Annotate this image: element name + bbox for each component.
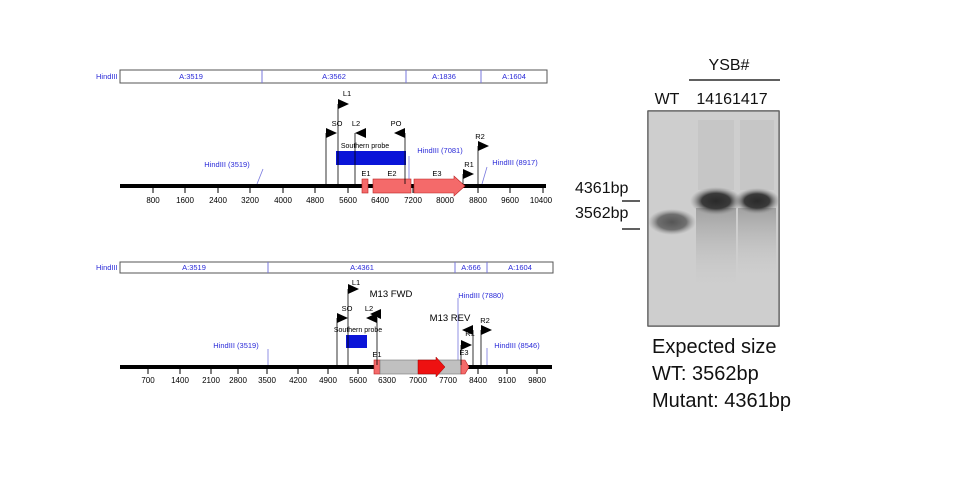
probe-label: Southern probe: [334, 327, 382, 334]
tick-label: 10400: [530, 196, 553, 205]
tick-label: 2400: [209, 196, 227, 205]
tick-label: 8400: [469, 376, 487, 385]
tick-label: 5600: [349, 376, 367, 385]
exon-e2: [372, 178, 412, 194]
tick-label: 9800: [528, 376, 546, 385]
tick-label: 6300: [378, 376, 396, 385]
tick-label: 3200: [241, 196, 259, 205]
tick-label: 7700: [439, 376, 457, 385]
hindiii-site-label: HindIII (7880): [458, 291, 504, 300]
exon-label: E2: [387, 169, 396, 178]
tick-label: 8800: [469, 196, 487, 205]
blot-group-label: YSB#: [709, 57, 750, 74]
marker-gene-arrow: [417, 356, 446, 378]
primer-label: R2: [475, 132, 485, 141]
band-mutant-1417: [734, 188, 780, 214]
tick-label: 9600: [501, 196, 519, 205]
tick-label: 9100: [498, 376, 516, 385]
southern-probe-box: [346, 335, 367, 348]
primer-label: M13 REV: [430, 313, 471, 324]
fragment-label: A:3519: [179, 72, 203, 81]
hindiii-site-label: HindIII (8917): [492, 158, 538, 167]
fragment-site-label: HindIII: [96, 263, 118, 272]
southern-probe-box: [336, 151, 406, 165]
fragment-bar: [119, 69, 548, 84]
tick-label: 4200: [289, 376, 307, 385]
primer-label: R1: [464, 160, 474, 169]
fragment-site-label: HindIII: [96, 72, 118, 81]
fragment-label: A:1604: [508, 263, 532, 272]
primer-label: R2: [480, 316, 490, 325]
exon-e3-arrow: [413, 175, 466, 197]
exon-label: E3: [432, 169, 441, 178]
primer-label: L1: [343, 89, 351, 98]
band-wt-3562: [648, 209, 696, 235]
tick-label: 3500: [258, 376, 276, 385]
expected-title: Expected size: [652, 336, 777, 358]
expected-mutant: Mutant: 4361bp: [652, 390, 791, 412]
exon-e3: [460, 359, 470, 375]
hindiii-site-label: HindIII (8546): [494, 341, 540, 350]
primer-label: SO: [342, 304, 353, 313]
fragment-bar: [119, 261, 554, 274]
hindiii-site-label: HindIII (3519): [213, 341, 259, 350]
expected-size-note: Expected size WT: 3562bp Mutant: 4361bp: [652, 334, 791, 415]
tick-label: 800: [146, 196, 160, 205]
tick-label: 4000: [274, 196, 292, 205]
hindiii-site-label: HindIII (7081): [417, 146, 463, 155]
fragment-label: A:1604: [502, 72, 526, 81]
fragment-label: A:666: [461, 263, 481, 272]
tick-label: 5600: [339, 196, 357, 205]
tick-label: 2800: [229, 376, 247, 385]
tick-label: 4800: [306, 196, 324, 205]
tick-label: 4900: [319, 376, 337, 385]
exon-label: E3: [459, 348, 468, 357]
primer-label: M13 FWD: [370, 289, 413, 300]
primer-label: PO: [391, 119, 402, 128]
tick-label: 8000: [436, 196, 454, 205]
fragment-label: A:1836: [432, 72, 456, 81]
tick-label: 2100: [202, 376, 220, 385]
exon-e1: [361, 178, 369, 194]
fragment-label: A:3562: [322, 72, 346, 81]
fragment-label: A:4361: [350, 263, 374, 272]
tick-label: 7200: [404, 196, 422, 205]
fragment-label: A:3519: [182, 263, 206, 272]
lane-label-mutants: 14161417: [696, 91, 767, 108]
southern-blot: YSB# WT 14161417 4361bp 3562bp: [575, 57, 780, 327]
band-mutant-1416: [690, 187, 742, 215]
wt-locus-map: HindIII A:3519 A:3562 A:1836 A:1604 800 …: [96, 69, 553, 205]
exon-label: E1: [361, 169, 370, 178]
tick-label: 700: [141, 376, 155, 385]
expected-wt: WT: 3562bp: [652, 363, 759, 385]
primer-label: L2: [352, 119, 360, 128]
mutant-locus-map: HindIII A:3519 A:4361 A:666 A:1604 700 1…: [96, 261, 554, 385]
primer-label: L1: [352, 278, 360, 287]
hindiii-site-label: HindIII (3519): [204, 160, 250, 169]
marker-3562: 3562bp: [575, 205, 628, 222]
probe-label: Southern probe: [341, 143, 389, 150]
marker-4361: 4361bp: [575, 180, 628, 197]
tick-label: 6400: [371, 196, 389, 205]
tick-label: 1400: [171, 376, 189, 385]
tick-label: 1600: [176, 196, 194, 205]
primer-label: L2: [365, 304, 373, 313]
lane-label-wt: WT: [655, 91, 680, 108]
primer-label: SO: [332, 119, 343, 128]
primer-label: R1: [465, 329, 475, 338]
tick-label: 7000: [409, 376, 427, 385]
